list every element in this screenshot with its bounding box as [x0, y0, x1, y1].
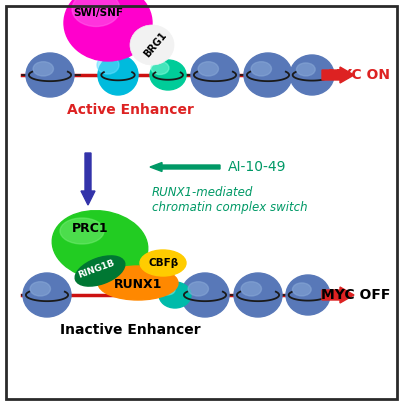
Ellipse shape: [26, 53, 74, 97]
Ellipse shape: [297, 63, 315, 76]
Ellipse shape: [241, 282, 262, 296]
Text: RUNX1: RUNX1: [114, 277, 162, 290]
FancyArrow shape: [150, 162, 220, 171]
Ellipse shape: [23, 273, 71, 317]
Ellipse shape: [75, 256, 125, 286]
Ellipse shape: [64, 0, 152, 61]
FancyArrow shape: [322, 67, 354, 83]
Ellipse shape: [286, 275, 330, 315]
Ellipse shape: [72, 0, 120, 26]
Text: BRG1: BRG1: [141, 30, 168, 60]
Text: RUNX1-mediated: RUNX1-mediated: [152, 186, 253, 200]
Ellipse shape: [97, 56, 119, 74]
Text: MYC OFF: MYC OFF: [321, 288, 390, 302]
Text: PRC1: PRC1: [72, 222, 108, 235]
Text: CBFβ: CBFβ: [149, 258, 179, 268]
Ellipse shape: [140, 250, 186, 276]
Text: chromatin complex switch: chromatin complex switch: [152, 200, 307, 213]
Ellipse shape: [244, 53, 292, 97]
Text: SWI/SNF: SWI/SNF: [73, 8, 123, 18]
Text: Active Enhancer: Active Enhancer: [66, 103, 193, 117]
Ellipse shape: [33, 62, 54, 76]
Text: AI-10-49: AI-10-49: [228, 160, 287, 174]
Ellipse shape: [293, 283, 311, 296]
Ellipse shape: [159, 282, 191, 308]
Text: Inactive Enhancer: Inactive Enhancer: [60, 323, 200, 337]
Ellipse shape: [290, 55, 334, 95]
FancyArrow shape: [322, 287, 354, 303]
Ellipse shape: [251, 62, 272, 76]
Ellipse shape: [98, 55, 138, 95]
FancyArrow shape: [81, 153, 95, 205]
Ellipse shape: [198, 62, 218, 76]
Ellipse shape: [151, 62, 169, 75]
Ellipse shape: [159, 285, 175, 295]
Ellipse shape: [234, 273, 282, 317]
Ellipse shape: [188, 282, 208, 296]
Ellipse shape: [60, 218, 104, 244]
Ellipse shape: [98, 266, 178, 300]
Text: MYC ON: MYC ON: [328, 68, 390, 82]
Ellipse shape: [150, 60, 186, 90]
Ellipse shape: [181, 273, 229, 317]
Text: RING1B: RING1B: [77, 258, 116, 280]
Ellipse shape: [52, 211, 148, 279]
Ellipse shape: [130, 25, 174, 65]
Ellipse shape: [191, 53, 239, 97]
Ellipse shape: [30, 282, 50, 296]
